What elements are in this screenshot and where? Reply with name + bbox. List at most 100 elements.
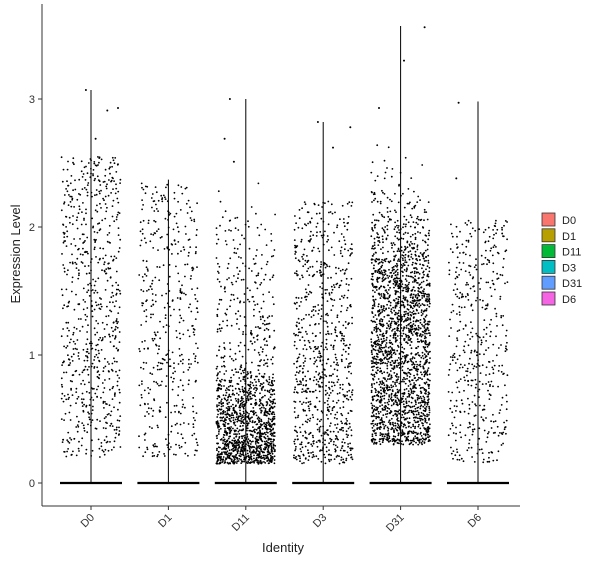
data-point [243, 344, 246, 347]
data-point [237, 229, 240, 231]
data-point [153, 398, 155, 401]
data-point [100, 207, 102, 209]
data-point [70, 355, 73, 358]
data-point [371, 228, 374, 231]
data-point [415, 221, 418, 224]
data-point [225, 430, 227, 433]
data-point [253, 457, 255, 460]
data-point [215, 367, 218, 370]
data-point [216, 408, 219, 411]
data-point [179, 288, 182, 290]
data-point [409, 358, 412, 361]
data-point [242, 378, 245, 381]
data-point [294, 334, 297, 337]
data-point [304, 203, 307, 206]
data-point [403, 311, 406, 313]
data-point [62, 307, 64, 310]
data-point [422, 239, 424, 242]
data-point [401, 315, 403, 318]
data-point [410, 352, 413, 355]
data-point [405, 319, 408, 322]
data-point [317, 356, 319, 358]
data-point [87, 182, 90, 184]
data-point [343, 294, 346, 297]
data-point [232, 294, 235, 296]
data-point [333, 368, 336, 371]
data-point [417, 231, 419, 233]
data-point [167, 325, 170, 328]
data-point [115, 257, 118, 259]
data-point [71, 197, 74, 200]
data-point [273, 329, 276, 332]
data-point [315, 370, 317, 373]
data-point [304, 357, 307, 360]
data-point [192, 331, 195, 334]
data-point [170, 243, 173, 245]
data-point [321, 296, 324, 299]
data-point [391, 247, 393, 249]
data-point [380, 338, 383, 341]
data-point [65, 321, 68, 324]
data-point [322, 264, 325, 266]
data-point [107, 262, 110, 265]
data-point [307, 339, 310, 342]
data-point [95, 320, 98, 322]
data-point [168, 264, 171, 266]
data-point [313, 202, 316, 205]
data-point [373, 199, 375, 202]
data-point [218, 327, 221, 330]
data-point [91, 439, 93, 442]
data-point [309, 266, 312, 268]
data-point [66, 273, 68, 276]
data-point [398, 353, 401, 355]
data-point [112, 188, 114, 191]
data-point [110, 422, 113, 425]
data-point [343, 239, 346, 242]
data-point [112, 159, 115, 162]
data-point [406, 241, 409, 244]
data-point [78, 450, 80, 452]
data-point [376, 366, 379, 369]
data-point [93, 367, 96, 369]
data-point [420, 340, 423, 342]
data-point [230, 281, 233, 284]
data-point [426, 265, 429, 268]
data-point [406, 417, 408, 420]
data-point [247, 456, 250, 458]
data-point [427, 329, 430, 332]
data-point [405, 324, 408, 327]
data-point [341, 268, 344, 271]
data-point [335, 456, 338, 458]
data-point [339, 269, 342, 272]
data-point [310, 217, 313, 220]
data-point [418, 441, 421, 444]
data-point [347, 445, 349, 448]
data-point [109, 309, 111, 312]
data-point [371, 221, 373, 224]
data-point [387, 398, 390, 401]
data-point [78, 193, 80, 195]
data-point [267, 441, 269, 444]
data-point [85, 405, 88, 408]
data-point [325, 446, 328, 449]
data-point [234, 418, 237, 421]
data-point [419, 319, 422, 321]
data-point [324, 439, 326, 442]
data-point [318, 372, 321, 375]
data-point [268, 452, 271, 454]
data-point [399, 431, 402, 433]
data-point [63, 450, 65, 453]
data-point [317, 247, 320, 250]
data-point [370, 278, 373, 281]
data-point [253, 314, 255, 317]
data-point [408, 202, 410, 205]
data-point [393, 333, 395, 335]
data-point [419, 395, 422, 398]
data-point [247, 398, 250, 400]
data-point [341, 422, 343, 425]
data-point [372, 398, 375, 401]
data-point [234, 433, 237, 435]
data-point [398, 231, 401, 234]
data-point [226, 308, 229, 311]
data-point [83, 383, 86, 386]
